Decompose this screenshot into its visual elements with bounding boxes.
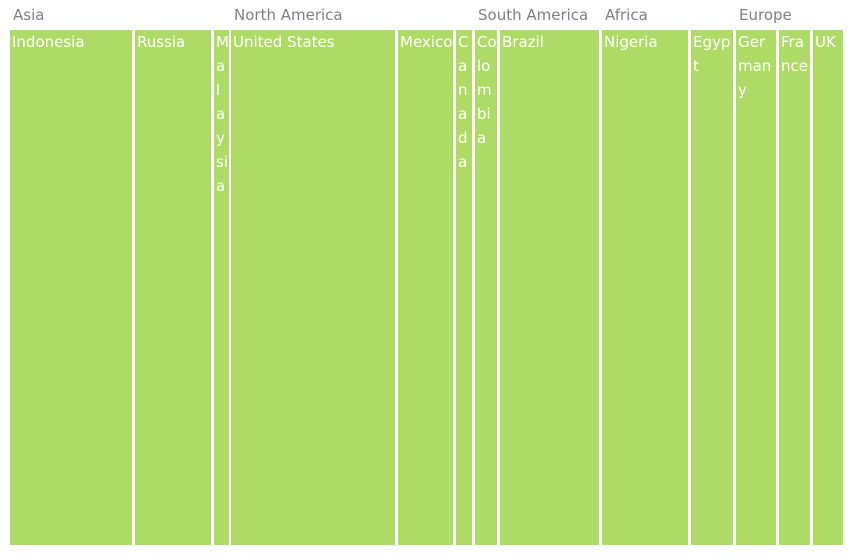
tile-label-germany: Germany — [738, 33, 772, 99]
tile-label-france: France — [781, 33, 808, 75]
tile-label-malaysia: Malaysia — [216, 33, 229, 195]
tile-label-united-states: United States — [233, 33, 335, 51]
tile-egypt[interactable]: Egypt — [691, 30, 733, 545]
group-label-north-america: North America — [234, 6, 343, 24]
tile-germany[interactable]: Germany — [736, 30, 776, 545]
tile-label-brazil: Brazil — [502, 33, 544, 51]
tile-label-colombia: Colombia — [477, 33, 497, 147]
tile-indonesia[interactable]: Indonesia — [10, 30, 132, 545]
tile-nigeria[interactable]: Nigeria — [602, 30, 688, 545]
tile-france[interactable]: France — [779, 30, 810, 545]
tile-malaysia[interactable]: Malaysia — [214, 30, 229, 545]
group-label-south-america: South America — [478, 6, 589, 24]
tile-canada[interactable]: Canada — [456, 30, 472, 545]
tile-russia[interactable]: Russia — [135, 30, 211, 545]
tile-label-canada: Canada — [458, 33, 469, 171]
tile-label-uk: UK — [815, 33, 836, 51]
tile-label-nigeria: Nigeria — [604, 33, 658, 51]
tile-united-states[interactable]: United States — [231, 30, 395, 545]
tile-colombia[interactable]: Colombia — [475, 30, 497, 545]
tile-label-russia: Russia — [137, 33, 186, 51]
tile-label-egypt: Egypt — [693, 33, 731, 75]
tile-mexico[interactable]: Mexico — [398, 30, 453, 545]
group-label-africa: Africa — [605, 6, 648, 24]
tile-uk[interactable]: UK — [813, 30, 843, 545]
tile-label-mexico: Mexico — [400, 33, 453, 51]
tile-label-indonesia: Indonesia — [12, 33, 85, 51]
group-label-asia: Asia — [13, 6, 45, 24]
group-label-europe: Europe — [739, 6, 792, 24]
tile-brazil[interactable]: Brazil — [500, 30, 599, 545]
